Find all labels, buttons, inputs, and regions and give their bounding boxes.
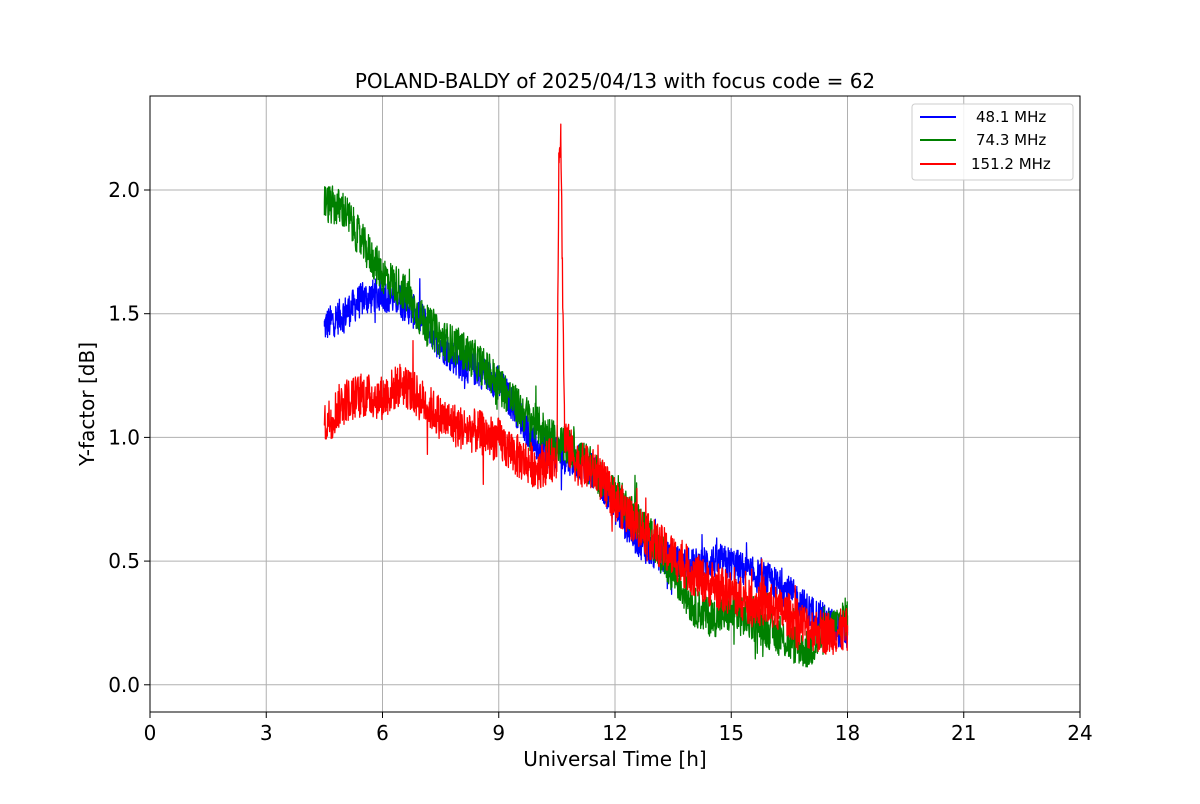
legend-label-48mhz: 48.1 MHz bbox=[976, 108, 1046, 126]
legend-box bbox=[911, 103, 1074, 181]
series-line-151-2-mhz bbox=[323, 123, 849, 655]
x-axis-label: Universal Time [h] bbox=[523, 747, 706, 771]
legend: 48.1 MHz 74.3 MHz 151.2 MHz bbox=[911, 103, 1074, 181]
x-tick-label: 18 bbox=[835, 721, 860, 745]
legend-label-151mhz: 151.2 MHz bbox=[971, 155, 1051, 173]
legend-label-74mhz: 74.3 MHz bbox=[976, 131, 1046, 149]
x-tick-label: 3 bbox=[260, 721, 273, 745]
y-tick-label: 1.5 bbox=[108, 302, 140, 326]
x-tick-label: 6 bbox=[376, 721, 389, 745]
y-tick-label: 0.0 bbox=[108, 673, 140, 697]
y-tick-label: 0.5 bbox=[108, 549, 140, 573]
chart-title: POLAND-BALDY of 2025/04/13 with focus co… bbox=[355, 69, 875, 93]
y-axis-label: Y-factor [dB] bbox=[75, 342, 99, 467]
x-tick-label: 15 bbox=[719, 721, 744, 745]
x-tick-label: 24 bbox=[1067, 721, 1092, 745]
x-tick-label: 9 bbox=[492, 721, 505, 745]
y-tick-label: 2.0 bbox=[108, 178, 140, 202]
y-tick-label: 1.0 bbox=[108, 425, 140, 449]
x-tick-label: 12 bbox=[602, 721, 627, 745]
series-layer bbox=[323, 123, 849, 668]
x-tick-label: 21 bbox=[951, 721, 976, 745]
x-tick-label: 0 bbox=[144, 721, 157, 745]
tick-layer: 0 3 6 9 12 15 18 21 24 0.0 0.5 1.0 1.5 2.0 bbox=[108, 178, 1093, 745]
